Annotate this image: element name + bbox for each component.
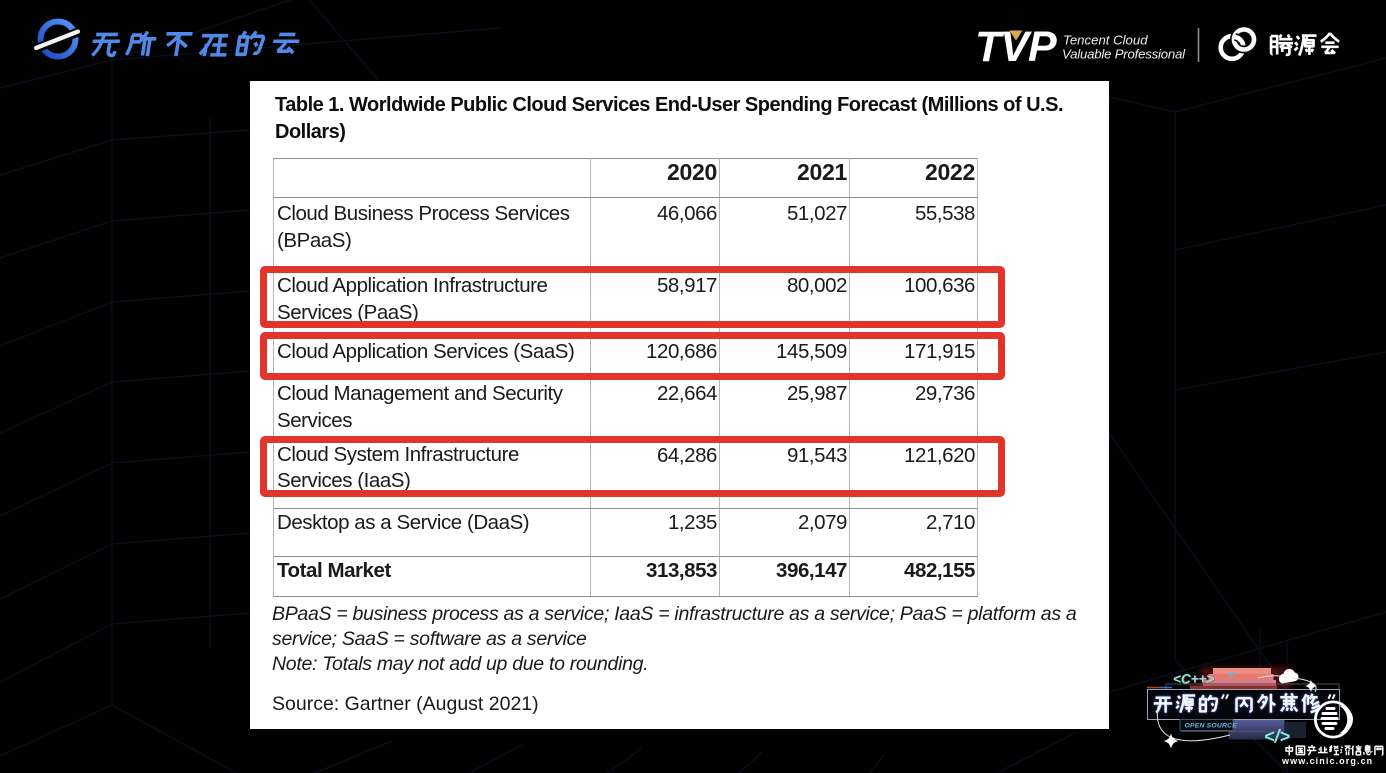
svg-text:Tencent Cloud: Tencent Cloud — [1063, 33, 1148, 48]
svg-text:<C++>: <C++> — [1173, 672, 1214, 687]
svg-text:Valuable Professional: Valuable Professional — [1062, 47, 1186, 62]
svg-text:</>: </> — [1264, 727, 1291, 747]
svg-text:www.cinic.org.cn: www.cinic.org.cn — [1281, 756, 1373, 766]
svg-text:<C++>: <C++> — [1174, 672, 1215, 687]
svg-text:OPEN SOURCE: OPEN SOURCE — [1185, 723, 1238, 730]
svg-text:TVP: TVP — [975, 23, 1057, 71]
